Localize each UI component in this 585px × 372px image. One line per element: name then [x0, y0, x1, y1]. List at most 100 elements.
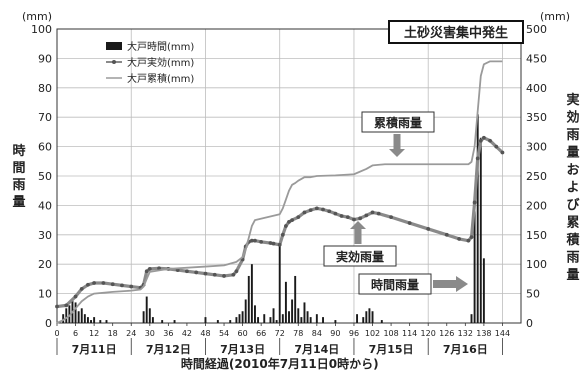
- hourly-bar: [356, 314, 359, 323]
- hourly-bar: [284, 281, 287, 323]
- effective-rainfall-point: [308, 208, 313, 213]
- effective-rainfall-point: [185, 269, 189, 274]
- hourly-bar: [257, 317, 260, 323]
- effective-rainfall-point: [271, 241, 276, 246]
- day-label: 7月15日: [369, 343, 414, 356]
- effective-rainfall-point: [444, 232, 449, 237]
- effective-rainfall-point: [231, 272, 236, 277]
- effective-rainfall-point: [249, 238, 254, 243]
- hourly-bar: [263, 314, 266, 323]
- effective-rainfall-point: [92, 281, 97, 285]
- effective-rainfall-point: [339, 214, 344, 218]
- x-tick-label: 18: [108, 329, 118, 338]
- x-tick-label: 30: [145, 329, 155, 338]
- event-box: [388, 20, 524, 44]
- x-tick-label: 120: [421, 329, 436, 338]
- right-tick-label: 100: [526, 258, 547, 271]
- hourly-bar: [476, 114, 479, 323]
- hourly-bar: [291, 299, 294, 323]
- hourly-bar: [204, 317, 207, 323]
- hourly-bar: [272, 308, 275, 323]
- right-tick-label: 400: [526, 82, 547, 95]
- left-tick-label: 60: [38, 141, 52, 154]
- effective-rainfall-point: [194, 270, 199, 275]
- effective-rainfall-point: [79, 286, 84, 291]
- hourly-bar: [334, 320, 337, 323]
- x-tick-label: 48: [200, 329, 210, 338]
- legend-marker-effective: [112, 60, 116, 64]
- right-axis-label-char: よ: [566, 181, 579, 196]
- left-tick-label: 100: [31, 23, 52, 36]
- effective-rainfall-point: [212, 272, 217, 277]
- x-tick-label: 138: [476, 329, 491, 338]
- right-tick-label: 500: [526, 23, 547, 36]
- x-tick-label: 54: [219, 329, 229, 338]
- effective-rainfall-point: [222, 274, 226, 278]
- day-label: 7月12日: [146, 343, 191, 356]
- x-tick-label: 0: [54, 329, 59, 338]
- hourly-bar: [161, 320, 164, 323]
- day-label: 7月11日: [72, 343, 117, 356]
- effective-rainfall-point: [345, 215, 350, 220]
- cumulative-label: 累積雨量: [374, 115, 422, 130]
- effective-rainfall-point: [478, 138, 483, 143]
- effective-rainfall-point: [364, 213, 369, 218]
- effective-label-box: [323, 245, 397, 267]
- effective-arrow-head: [350, 221, 366, 229]
- left-axis-label-char: 間: [12, 161, 25, 176]
- hourly-bar: [65, 308, 68, 323]
- left-axis-label-char: 時: [12, 143, 25, 159]
- hourly-bar: [68, 305, 71, 323]
- left-axis-label-char: 雨: [12, 178, 25, 193]
- effective-rainfall-point: [389, 215, 393, 220]
- effective-rainfall-point: [466, 238, 471, 243]
- x-tick-label: 24: [126, 329, 136, 338]
- legend-label-cumulative: 大戸累積(mm): [127, 72, 194, 85]
- legend-label-hourly: 大戸時間(mm): [127, 40, 194, 53]
- day-label: 7月13日: [220, 343, 265, 356]
- effective-rainfall-point: [314, 206, 319, 211]
- cumulative-arrow-head: [389, 149, 405, 157]
- hourly-bar: [294, 275, 297, 323]
- effective-rainfall-point: [234, 269, 239, 274]
- legend: 大戸時間(mm) 大戸実効(mm) 大戸累積(mm): [106, 40, 194, 85]
- x-tick-label: 78: [293, 329, 303, 338]
- hourly-arrow-shaft: [433, 280, 457, 288]
- x-tick-label: 66: [256, 329, 266, 338]
- right-axis-label-char: 実: [566, 92, 579, 108]
- hourly-bar: [247, 275, 250, 323]
- effective-rainfall-point: [120, 283, 124, 288]
- effective-rainfall-point: [284, 224, 288, 228]
- hourly-bar: [250, 264, 253, 323]
- hourly-bar: [473, 211, 476, 323]
- hourly-bar: [380, 320, 383, 323]
- hourly-bar: [229, 320, 232, 323]
- hourly-bar: [216, 320, 219, 323]
- effective-rainfall-point: [129, 284, 134, 289]
- x-tick-label: 90: [330, 329, 340, 338]
- hourly-label: 時間雨量: [371, 277, 419, 292]
- event-label: 土砂災害集中発生: [404, 25, 508, 41]
- effective-rainfall-point: [469, 235, 474, 240]
- hourly-bar: [77, 311, 80, 323]
- effective-rainfall-point: [327, 209, 332, 214]
- hourly-bar: [148, 308, 151, 323]
- hourly-bar: [470, 314, 473, 323]
- hourly-bar: [86, 317, 89, 323]
- left-tick-label: 40: [38, 199, 52, 212]
- hourly-bar: [281, 314, 284, 323]
- x-tick-label: 12: [89, 329, 99, 338]
- effective-rainfall-point: [55, 304, 59, 309]
- effective-rainfall-point: [358, 216, 363, 221]
- right-tick-label: 150: [526, 229, 547, 242]
- effective-rainfall-point: [203, 271, 208, 276]
- hourly-bar: [90, 320, 92, 323]
- effective-rainfall-point: [494, 144, 499, 149]
- hourly-bar: [297, 308, 300, 323]
- hourly-bar: [479, 137, 482, 323]
- hourly-bar: [368, 308, 371, 323]
- effective-rainfall-point: [73, 294, 78, 299]
- left-tick-label: 0: [45, 317, 52, 330]
- effective-rainfall-point: [457, 237, 462, 241]
